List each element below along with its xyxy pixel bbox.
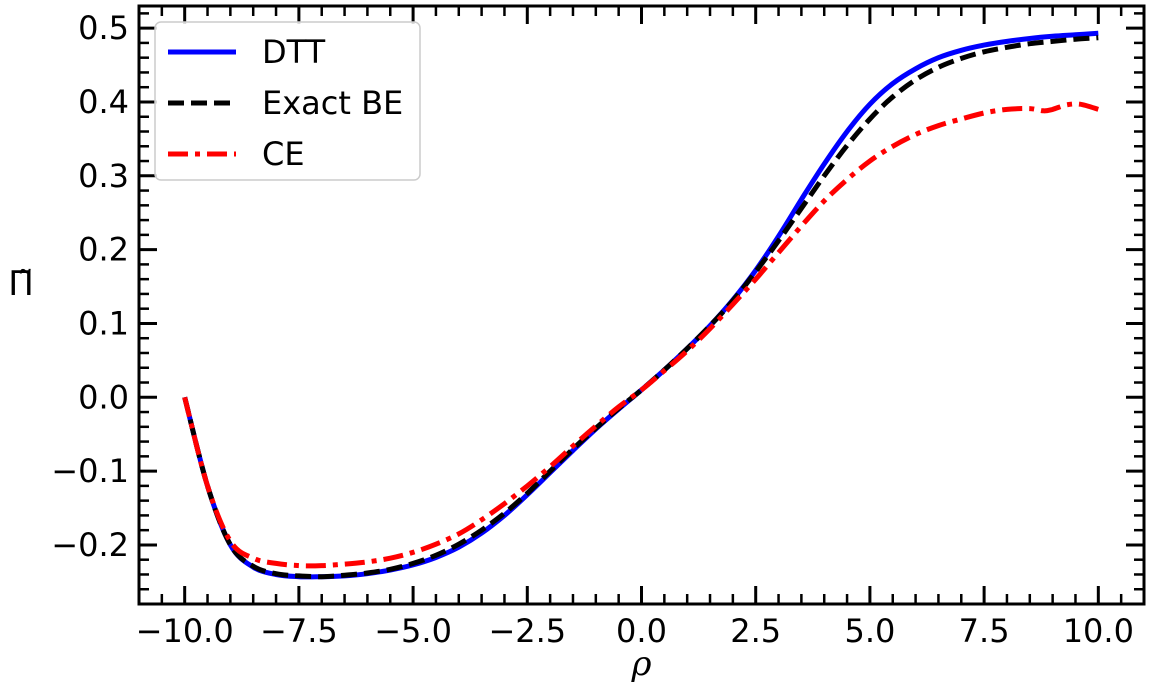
x-tick-label: −7.5 [260, 612, 338, 650]
legend-label-exact-be: Exact BE [262, 84, 403, 122]
y-axis-label: Π̃ [8, 264, 34, 304]
legend-items: DTT Exact BE CE [168, 33, 403, 173]
x-tick-label: 0.0 [616, 612, 667, 650]
y-tick-label: 0.4 [78, 83, 129, 121]
series-line-exact-be [182, 35, 1099, 580]
x-tick-label: 5.0 [844, 612, 895, 650]
major-ticks [139, 6, 1144, 604]
y-tick-label: 0.3 [78, 157, 129, 195]
y-tick-label: −0.2 [51, 526, 129, 564]
x-tick-label: 7.5 [959, 612, 1010, 650]
y-tick-label: 0.1 [78, 304, 129, 342]
minor-ticks [137, 6, 1146, 606]
y-tick-label: −0.1 [51, 452, 129, 490]
x-axis-label: ρ [631, 644, 652, 684]
series-line-ce [182, 101, 1100, 569]
legend-label-dtt: DTT [262, 33, 326, 71]
x-tick-labels: −10.0 −7.5 −5.0 −2.5 0.0 2.5 5.0 7.5 10.0 [136, 612, 1134, 650]
x-tick-label: 10.0 [1063, 612, 1134, 650]
x-tick-label: 2.5 [730, 612, 781, 650]
y-tick-label: 0.0 [78, 378, 129, 416]
y-tick-labels: −0.2 −0.1 0.0 0.1 0.2 0.3 0.4 0.5 [51, 9, 129, 564]
y-tick-label: 0.5 [78, 9, 129, 47]
legend-label-ce: CE [262, 135, 305, 173]
y-tick-label: 0.2 [78, 231, 129, 269]
x-tick-label: −5.0 [374, 612, 452, 650]
series-lines [182, 30, 1100, 580]
x-tick-label: −10.0 [136, 612, 234, 650]
x-tick-label: −2.5 [488, 612, 566, 650]
legend-box [154, 21, 421, 181]
legend: DTT Exact BE CE [154, 21, 421, 181]
